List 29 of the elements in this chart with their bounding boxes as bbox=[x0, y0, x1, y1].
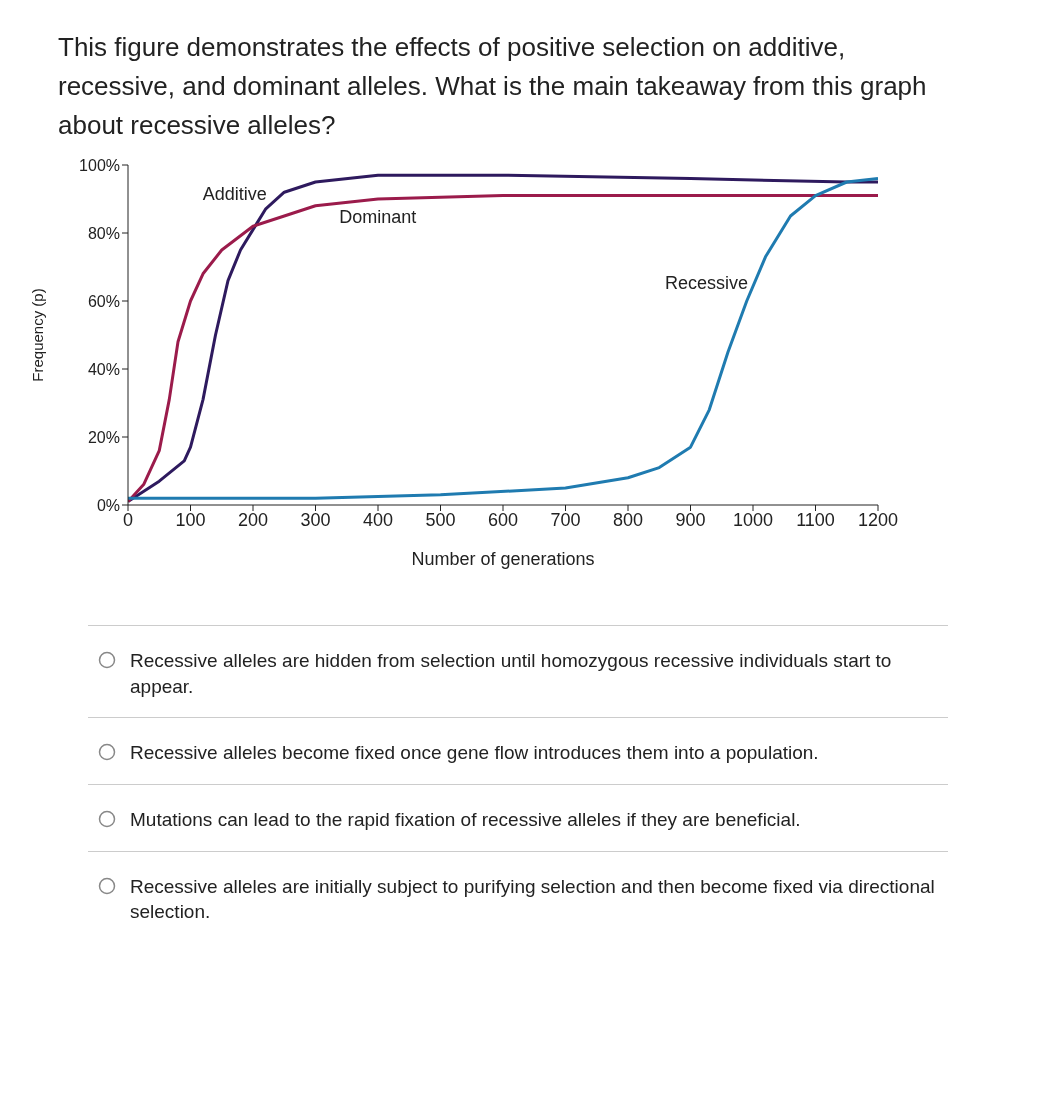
chart-title: This figure demonstrates the effects of positive selection on additive, recessive, and dominant alleles. What is the main takeaway from this graph about recessive alleles? bbox=[58, 31, 928, 142]
x-tick-label: 300 bbox=[300, 509, 331, 530]
y-tick-label: 100% bbox=[79, 156, 120, 174]
y-tick-label: 20% bbox=[87, 428, 120, 446]
x-tick-label: 400 bbox=[362, 509, 394, 530]
annotation: Recessive bbox=[664, 272, 748, 293]
x-axis-title: Number of generations bbox=[411, 549, 595, 569]
x-tick-label: 1000 bbox=[732, 509, 774, 530]
y-tick-label: 80% bbox=[87, 224, 120, 242]
y-tick-label: 60% bbox=[87, 292, 120, 310]
y-axis-title: Frequency (p) bbox=[29, 288, 47, 382]
x-tick-label: 1200 bbox=[857, 509, 899, 530]
x-tick-label: 0 bbox=[122, 509, 134, 530]
text: Recessive alleles become fixed once gene flow introduces them into a population. bbox=[130, 741, 819, 766]
x-tick-label: 1100 bbox=[796, 509, 835, 530]
y-tick-label: 0% bbox=[96, 496, 120, 514]
x-tick-label: 600 bbox=[487, 509, 519, 530]
annotation: Additive bbox=[202, 184, 267, 205]
x-tick-label: 700 bbox=[550, 509, 581, 530]
x-tick-label: 900 bbox=[675, 509, 706, 530]
x-tick-label: 100 bbox=[175, 509, 206, 530]
annotation: Dominant bbox=[339, 206, 417, 227]
text: Recessive alleles are hidden from selection until homozygous recessive individuals start to appear. bbox=[130, 649, 893, 699]
x-tick-label: 200 bbox=[237, 509, 269, 530]
y-tick-label: 40% bbox=[87, 360, 120, 378]
text: Mutations can lead to the rapid fixation of recessive alleles if they are beneficial. bbox=[130, 807, 801, 832]
x-tick-label: 800 bbox=[612, 509, 644, 530]
x-tick-label: 500 bbox=[425, 509, 456, 530]
text: Recessive alleles are initially subject to purifying selection and then become fixed via directional selection. bbox=[130, 874, 936, 925]
